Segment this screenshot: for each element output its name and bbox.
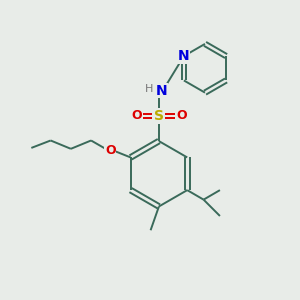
Text: N: N <box>178 49 190 63</box>
Text: O: O <box>105 143 116 157</box>
Text: O: O <box>176 109 187 122</box>
Text: O: O <box>131 109 142 122</box>
Text: H: H <box>145 84 154 94</box>
Text: N: N <box>156 84 168 98</box>
Text: S: S <box>154 109 164 123</box>
